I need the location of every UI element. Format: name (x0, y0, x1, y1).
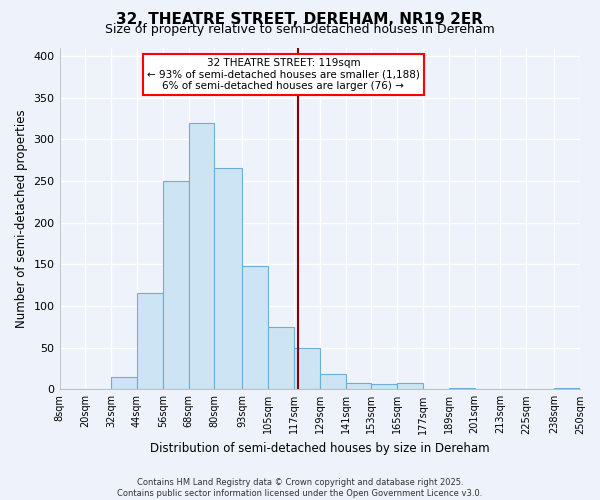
Bar (320, 374, 346, 390)
Bar (554, 388, 580, 390)
Bar (242, 266, 268, 390)
Bar (188, 122, 214, 390)
Y-axis label: Number of semi-detached properties: Number of semi-detached properties (15, 109, 28, 328)
Bar (371, 384, 397, 390)
Bar (163, 181, 188, 390)
Bar (214, 168, 242, 390)
Bar (294, 348, 320, 390)
Text: Size of property relative to semi-detached houses in Dereham: Size of property relative to semi-detach… (105, 22, 495, 36)
Text: 32 THEATRE STREET: 119sqm
← 93% of semi-detached houses are smaller (1,188)
6% o: 32 THEATRE STREET: 119sqm ← 93% of semi-… (147, 58, 420, 91)
Bar (268, 327, 294, 390)
Bar (449, 388, 475, 390)
Bar (397, 382, 423, 390)
Bar (346, 382, 371, 390)
X-axis label: Distribution of semi-detached houses by size in Dereham: Distribution of semi-detached houses by … (150, 442, 490, 455)
Bar (137, 294, 163, 390)
Bar (111, 377, 137, 390)
Text: Contains HM Land Registry data © Crown copyright and database right 2025.
Contai: Contains HM Land Registry data © Crown c… (118, 478, 482, 498)
Text: 32, THEATRE STREET, DEREHAM, NR19 2ER: 32, THEATRE STREET, DEREHAM, NR19 2ER (116, 12, 484, 28)
